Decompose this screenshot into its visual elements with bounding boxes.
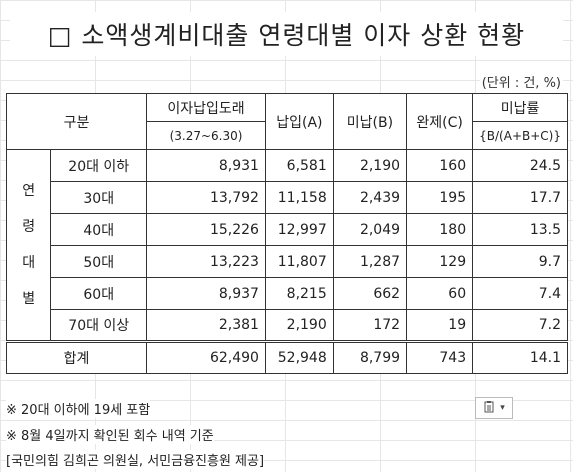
total-rate: 14.1: [472, 340, 568, 374]
paid-cell: 11,807: [264, 245, 334, 278]
rate-cell: 13.5: [472, 213, 568, 246]
note-age: ※ 20대 이하에 19세 포함: [6, 399, 151, 418]
table-row: 30대 13,792 11,158 2,439 195 17.7: [7, 181, 568, 214]
completed-cell: 195: [406, 181, 474, 214]
unpaid-cell: 2,439: [332, 181, 408, 214]
unpaid-cell: 662: [332, 277, 408, 310]
completed-cell: 160: [406, 149, 474, 182]
rate-cell: 24.5: [472, 149, 568, 182]
row-group-label: 연 령 대 별: [5, 149, 52, 342]
unpaid-cell: 2,049: [332, 213, 408, 246]
data-table: 구분 이자납입도래 납입(A) 미납(B) 완제(C) 미납률 (3.27~6.…: [5, 93, 568, 374]
age-cell: 30대: [50, 181, 148, 214]
total-paid: 52,948: [264, 340, 334, 374]
due-cell: 8,931: [146, 149, 266, 182]
paid-cell: 11,158: [264, 181, 334, 214]
header-interest-due: 이자납입도래: [146, 93, 266, 122]
header-interest-period: (3.27~6.30): [146, 121, 266, 150]
header-completed: 완제(C): [406, 93, 474, 150]
note-source: [국민의힘 김희곤 의원실, 서민금융진흥원 제공]: [6, 450, 265, 469]
header-rate-formula: {B/(A+B+C)}: [472, 121, 568, 150]
table-row: 연 령 대 별 20대 이하 8,931 6,581 2,190 160 24.…: [5, 149, 568, 342]
header-rate: 미납률: [472, 93, 568, 122]
completed-cell: 129: [406, 245, 474, 278]
unpaid-cell: 1,287: [332, 245, 408, 278]
paid-cell: 8,215: [264, 277, 334, 310]
total-due: 62,490: [146, 340, 266, 374]
unpaid-cell: 2,190: [332, 149, 408, 182]
total-label: 합계: [5, 340, 148, 374]
unit-label: (단위 : 건, %): [479, 72, 563, 91]
unpaid-cell: 172: [332, 309, 408, 342]
age-cell: 50대: [50, 245, 148, 278]
note-basis: ※ 8월 4일까지 확인된 회수 내역 기준: [6, 425, 214, 444]
rate-cell: 9.7: [472, 245, 568, 278]
due-cell: 2,381: [146, 309, 266, 342]
completed-cell: 19: [406, 309, 474, 342]
table-row: 40대 15,226 12,997 2,049 180 13.5: [7, 213, 568, 246]
due-cell: 15,226: [146, 213, 266, 246]
paid-cell: 2,190: [264, 309, 334, 342]
rate-cell: 17.7: [472, 181, 568, 214]
due-cell: 13,223: [146, 245, 266, 278]
header-paid: 납입(A): [264, 93, 334, 150]
age-cell: 70대 이상: [50, 309, 148, 342]
age-cell: 20대 이하: [50, 149, 148, 182]
paid-cell: 6,581: [264, 149, 334, 182]
paste-options-button[interactable]: ▾: [475, 397, 513, 419]
total-completed: 743: [406, 340, 474, 374]
paid-cell: 12,997: [264, 213, 334, 246]
age-cell: 60대: [50, 277, 148, 310]
rate-cell: 7.2: [472, 309, 568, 342]
due-cell: 8,937: [146, 277, 266, 310]
header-category: 구분: [5, 93, 148, 150]
paste-options-icon: [483, 400, 497, 417]
header-unpaid: 미납(B): [332, 93, 408, 150]
table-row: 70대 이상 2,381 2,190 172 19 7.2: [7, 309, 568, 342]
total-row: 합계 62,490 52,948 8,799 743 14.1: [5, 340, 568, 374]
completed-cell: 180: [406, 213, 474, 246]
due-cell: 13,792: [146, 181, 266, 214]
age-cell: 40대: [50, 213, 148, 246]
chevron-down-icon: ▾: [500, 403, 505, 413]
completed-cell: 60: [406, 277, 474, 310]
page-title: □ 소액생계비대출 연령대별 이자 상환 현황: [10, 12, 563, 56]
rate-cell: 7.4: [472, 277, 568, 310]
table-row: 60대 8,937 8,215 662 60 7.4: [7, 277, 568, 310]
table-row: 50대 13,223 11,807 1,287 129 9.7: [7, 245, 568, 278]
total-unpaid: 8,799: [332, 340, 408, 374]
